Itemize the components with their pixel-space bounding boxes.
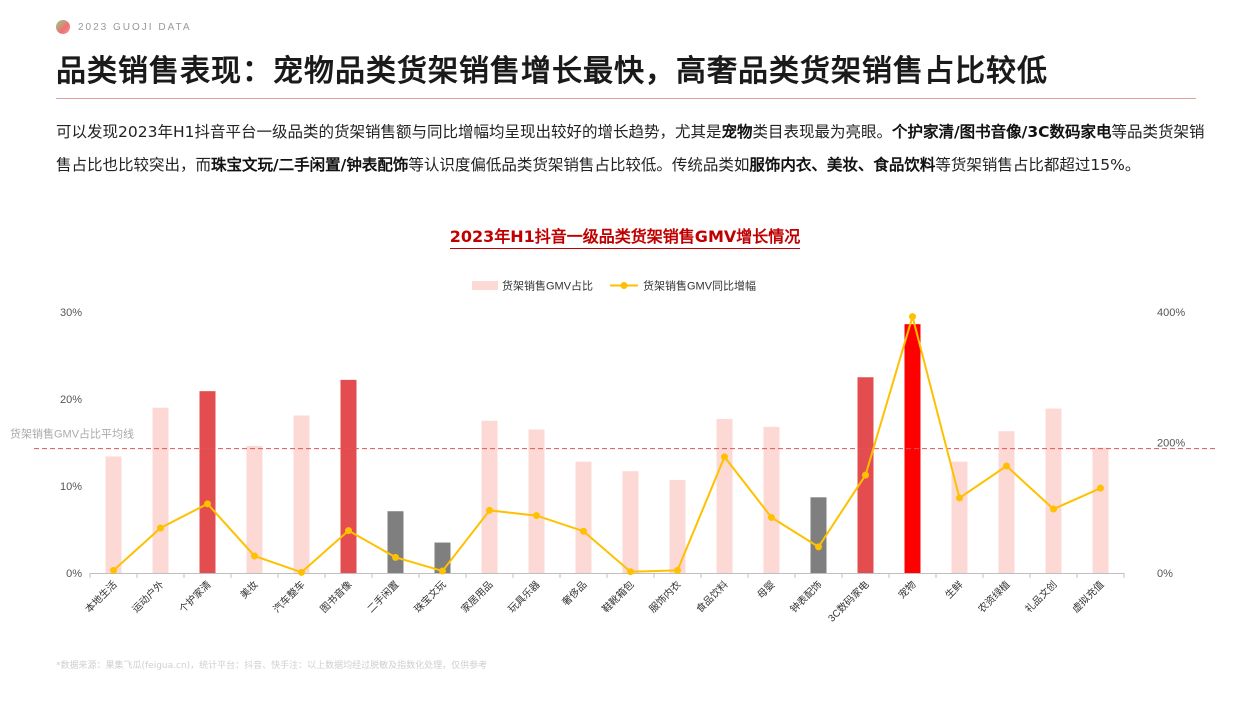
title-divider: [56, 98, 1196, 99]
brand-text: 2023 GUOJI DATA: [78, 21, 192, 33]
page-title: 品类销售表现：宠物品类货架销售增长最快，高奢品类货架销售占比较低: [56, 54, 1048, 89]
growth-point-礼品文创: [1050, 505, 1057, 513]
bar-奢侈品: [575, 461, 592, 573]
growth-point-二手闲置: [392, 553, 399, 561]
growth-point-食品饮料: [721, 453, 728, 461]
x-tick-label: 汽车整车: [270, 578, 307, 615]
intro-text: 等品类货架销售占比也比较突出，而: [56, 123, 1205, 174]
growth-point-汽车整车: [298, 568, 305, 576]
growth-point-生鲜: [956, 494, 963, 502]
bar-美妆: [246, 445, 263, 573]
x-tick-label: 3C数码家电: [825, 578, 872, 625]
bar-本地生活: [105, 456, 122, 573]
chart-title: 2023年H1抖音一级品类货架销售GMV增长情况: [449, 227, 801, 249]
growth-point-农资绿植: [1003, 462, 1010, 470]
x-tick-label: 礼品文创: [1022, 578, 1059, 615]
brand-logo-icon: [56, 20, 70, 34]
bar-钟表配饰: [810, 497, 827, 573]
x-tick-label: 农资绿植: [975, 578, 1012, 615]
bar-服饰内衣: [669, 479, 686, 573]
y-right-tick-label: 0%: [1157, 568, 1173, 580]
bar-鞋靴箱包: [622, 471, 639, 573]
x-tick-label: 食品饮料: [693, 578, 730, 615]
bar-农资绿植: [998, 431, 1015, 573]
bar-家居用品: [481, 420, 498, 573]
y-right-tick-label: 400%: [1157, 307, 1185, 319]
growth-point-图书音像: [345, 527, 352, 535]
bar-汽车整车: [293, 415, 310, 573]
x-tick-label: 生鲜: [942, 578, 965, 601]
growth-point-家居用品: [486, 506, 493, 514]
legend-line-label: 货架销售GMV同比增幅: [643, 279, 756, 293]
growth-line: [112, 312, 1101, 574]
bar-母婴: [763, 426, 780, 573]
x-tick-label: 钟表配饰: [787, 578, 824, 615]
x-tick-label: 鞋靴箱包: [599, 578, 636, 615]
intro-highlight: 宠物: [721, 123, 753, 141]
intro-text: 等货架销售占比都超过15%。: [935, 156, 1141, 174]
x-tick-label: 珠宝文玩: [411, 578, 448, 615]
x-tick-label: 家居用品: [458, 578, 495, 615]
legend-bar-swatch: [472, 281, 498, 290]
y-left-tick-label: 30%: [60, 307, 82, 319]
bar-宠物: [904, 324, 921, 573]
average-line-label: 货架销售GMV占比平均线: [10, 427, 134, 441]
growth-point-玩具乐器: [533, 512, 540, 520]
growth-point-宠物: [909, 313, 916, 321]
bar-图书音像: [340, 379, 357, 573]
growth-point-美妆: [251, 552, 258, 560]
growth-point-鞋靴箱包: [627, 568, 634, 576]
x-tick-label: 运动户外: [129, 578, 166, 615]
bar-个护家清: [199, 391, 216, 573]
x-tick-label: 个护家清: [176, 578, 213, 615]
bar-虚拟充值: [1092, 447, 1109, 573]
y-left-tick-label: 0%: [66, 568, 82, 580]
bar-二手闲置: [387, 511, 404, 573]
legend-bar-label: 货架销售GMV占比: [502, 279, 593, 293]
y-left-tick-label: 20%: [60, 394, 82, 406]
x-tick-label: 虚拟充值: [1069, 578, 1106, 615]
legend-line-marker: [620, 282, 628, 289]
y-left-tick-label: 10%: [60, 481, 82, 493]
bar-运动户外: [152, 407, 169, 573]
chart-title-wrap: 2023年H1抖音一级品类货架销售GMV增长情况: [0, 223, 1250, 249]
x-tick-label: 玩具乐器: [506, 579, 543, 616]
growth-point-运动户外: [157, 524, 164, 532]
y-right-tick-label: 200%: [1157, 438, 1185, 450]
growth-point-个护家清: [204, 500, 211, 508]
growth-point-奢侈品: [580, 527, 587, 535]
intro-highlight: 珠宝文玩/二手闲置/钟表配饰: [211, 156, 409, 174]
x-tick-label: 宠物: [895, 578, 918, 601]
x-tick-label: 图书音像: [317, 578, 354, 615]
x-tick-label: 母婴: [755, 579, 778, 602]
bar-玩具乐器: [528, 429, 545, 573]
growth-point-珠宝文玩: [439, 567, 446, 575]
intro-highlight: 服饰内衣、美妆、食品饮料: [749, 156, 936, 174]
source-note: *数据来源：果集飞瓜(feigua.cn)，统计平台：抖音、快手注：以上数据均经…: [56, 661, 488, 671]
brand: 2023 GUOJI DATA: [56, 20, 192, 34]
growth-point-母婴: [768, 514, 775, 522]
intro-paragraph: 可以发现2023年H1抖音平台一级品类的货架销售额与同比增幅均呈现出较好的增长趋…: [56, 116, 1206, 182]
growth-point-本地生活: [110, 566, 117, 574]
x-tick-label: 本地生活: [82, 578, 119, 615]
intro-text: 类目表现最为亮眼。: [752, 123, 892, 141]
growth-point-钟表配饰: [815, 543, 822, 551]
growth-point-服饰内衣: [674, 566, 681, 574]
x-tick-label: 服饰内衣: [646, 578, 683, 615]
x-tick-label: 美妆: [237, 578, 260, 601]
growth-point-3C数码家电: [862, 471, 869, 479]
x-tick-label: 奢侈品: [559, 578, 589, 608]
x-tick-label: 二手闲置: [364, 578, 401, 615]
growth-point-虚拟充值: [1097, 484, 1104, 492]
bar-生鲜: [951, 461, 968, 573]
intro-text: 等认识度偏低品类货架销售占比较低。传统品类如: [408, 156, 750, 174]
intro-highlight: 个护家清/图书音像/3C数码家电: [892, 123, 1112, 141]
intro-text: 可以发现2023年H1抖音平台一级品类的货架销售额与同比增幅均呈现出较好的增长趋…: [56, 123, 722, 141]
bar-食品饮料: [716, 419, 733, 573]
bar-礼品文创: [1045, 408, 1062, 573]
